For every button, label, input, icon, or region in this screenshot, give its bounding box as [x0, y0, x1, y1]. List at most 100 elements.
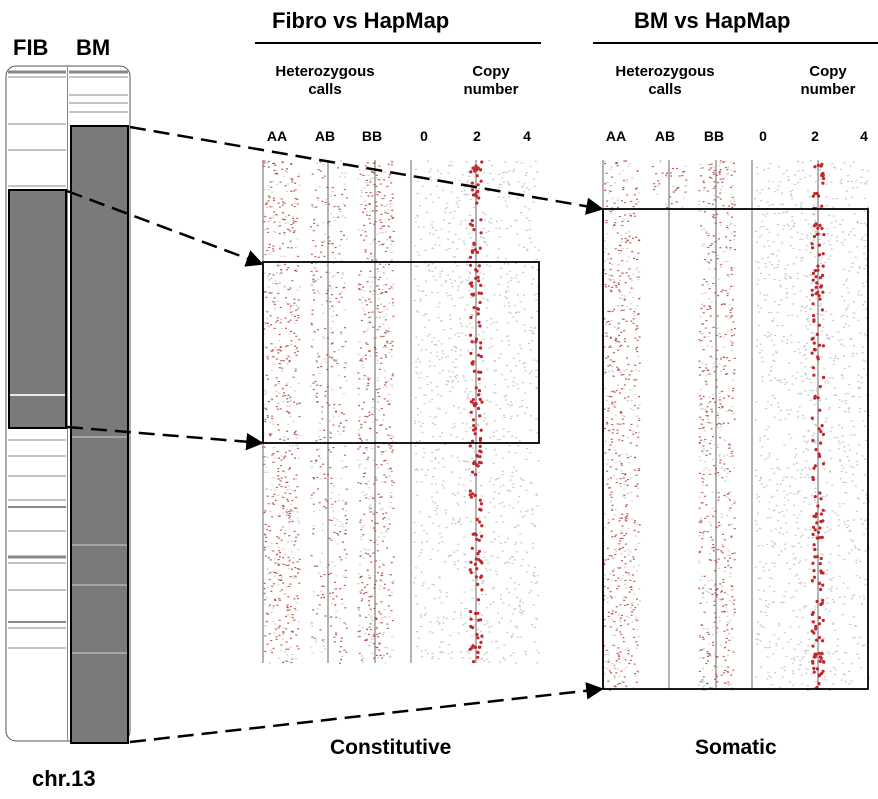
bm-het-dot [712, 515, 715, 517]
fibro-het-dot [372, 497, 375, 499]
fibro-het-dot [280, 198, 283, 200]
fibro-het-dot [268, 246, 271, 248]
fibro-het-dot [278, 599, 281, 601]
fibro-het-dot [386, 647, 389, 649]
fibro-cn-dot [519, 606, 521, 608]
fibro-het-dot [373, 497, 376, 499]
fibro-cn-dot [534, 160, 537, 162]
fibro-het-dot [372, 177, 374, 179]
fibro-het-dot [286, 606, 289, 608]
fibro-het-dot [320, 575, 323, 577]
bm-cn-dot [757, 621, 759, 623]
bm-het-dot [604, 452, 607, 454]
bm-het-dot [705, 260, 708, 262]
fibro-cn-dot [414, 567, 417, 569]
bm-het-dot [708, 232, 711, 234]
fibro-het-dot [364, 421, 367, 423]
fibro-het-dot [374, 594, 377, 596]
bm-het-dot [709, 473, 712, 475]
bm-het-dot [603, 240, 606, 242]
fibro-het-dot [295, 496, 298, 498]
fibro-het-dot [281, 161, 284, 163]
fibro-het-dot [282, 395, 284, 397]
fibro-het-dot [362, 476, 365, 478]
fibro-cn-dot [450, 161, 453, 163]
bm-cn-dot [785, 293, 788, 295]
fibro-het-dot [279, 206, 281, 208]
fibro-het-dot [263, 404, 266, 406]
bm-het-dot [628, 374, 631, 376]
fibro-cn-dot [421, 541, 423, 544]
bm-het-dot [701, 333, 704, 335]
fibro-het-dot [275, 542, 278, 545]
fibro-cn-dot [426, 533, 429, 535]
fibro-cn-dot [431, 201, 434, 203]
bm-het-dot [720, 408, 723, 410]
bm-cn-dot [825, 334, 828, 336]
bm-het-dot [698, 339, 701, 341]
bm-het-dot [705, 590, 708, 593]
bm-cn-dot [788, 276, 791, 278]
bm-het-dot [607, 651, 610, 653]
fibro-het-dot [297, 572, 299, 574]
fibro-het-dot [370, 495, 373, 498]
bm-cn-dot [769, 162, 772, 165]
fibro-cn-mean-dot [470, 188, 475, 192]
bm-het-dot [611, 286, 614, 288]
fibro-het-dot [335, 616, 338, 618]
fibro-het-dot [289, 305, 292, 307]
fibro-het-dot [290, 340, 293, 342]
fibro-het-dot [278, 556, 281, 558]
fibro-het-dot [279, 408, 282, 410]
bm-het-dot [713, 173, 716, 175]
fibro-cn-dot [442, 189, 445, 191]
bm-cn-dot [858, 498, 860, 500]
fibro-het-dot [263, 463, 266, 465]
bm-het-dot [634, 308, 637, 310]
bm-het-dot [626, 368, 628, 371]
bm-het-dot [701, 245, 704, 247]
fibro-het-dot [269, 435, 272, 437]
fibro-cn-dot [528, 342, 530, 344]
fibro-cn-dot [463, 408, 466, 410]
bm-het-dot [729, 507, 732, 509]
bm-het-dot [703, 461, 706, 463]
bm-het-dot [620, 309, 623, 311]
bm-cn-dot [832, 623, 835, 625]
bm-het-dot [717, 548, 720, 551]
bm-het-dot [636, 325, 639, 327]
bm-het-dot [603, 251, 606, 253]
bm-het-dot [706, 308, 709, 310]
bm-het-dot [702, 312, 705, 314]
bm-het-dot [603, 562, 605, 564]
fibro-het-dot [269, 433, 272, 435]
bm-het-dot [608, 370, 610, 373]
fibro-cn-dot [489, 502, 492, 504]
fibro-het-dot [382, 513, 385, 515]
fibro-het-dot [327, 332, 330, 334]
fibro-het-dot [323, 506, 326, 508]
bm-het-dot [718, 598, 721, 601]
fibro-het-dot [385, 530, 388, 532]
bm-het-dot [702, 445, 705, 447]
fibro-cn-dot [438, 302, 441, 304]
bm-het-dot [722, 368, 725, 370]
bm-het-dot [605, 219, 608, 222]
fibro-cn-dot [445, 617, 448, 619]
bm-het-dot [707, 660, 709, 662]
fibro-het-dot [332, 424, 335, 426]
fibro-het-dot [330, 503, 333, 506]
bm-het-dot [616, 652, 619, 654]
fibro-het-dot [372, 421, 375, 424]
fibro-het-dot [391, 386, 394, 388]
bm-het-dot [618, 520, 621, 522]
bm-het-dot [712, 366, 715, 368]
fibro-het-dot [286, 614, 289, 616]
fibro-het-dot [286, 363, 289, 365]
bm-het-dot [612, 634, 615, 636]
fibro-het-dot [372, 210, 375, 212]
fibro-cn-dot [432, 275, 435, 277]
bm-het-dot [726, 593, 729, 595]
fibro-het-dot [319, 429, 322, 432]
bm-cn-dot [827, 258, 830, 260]
